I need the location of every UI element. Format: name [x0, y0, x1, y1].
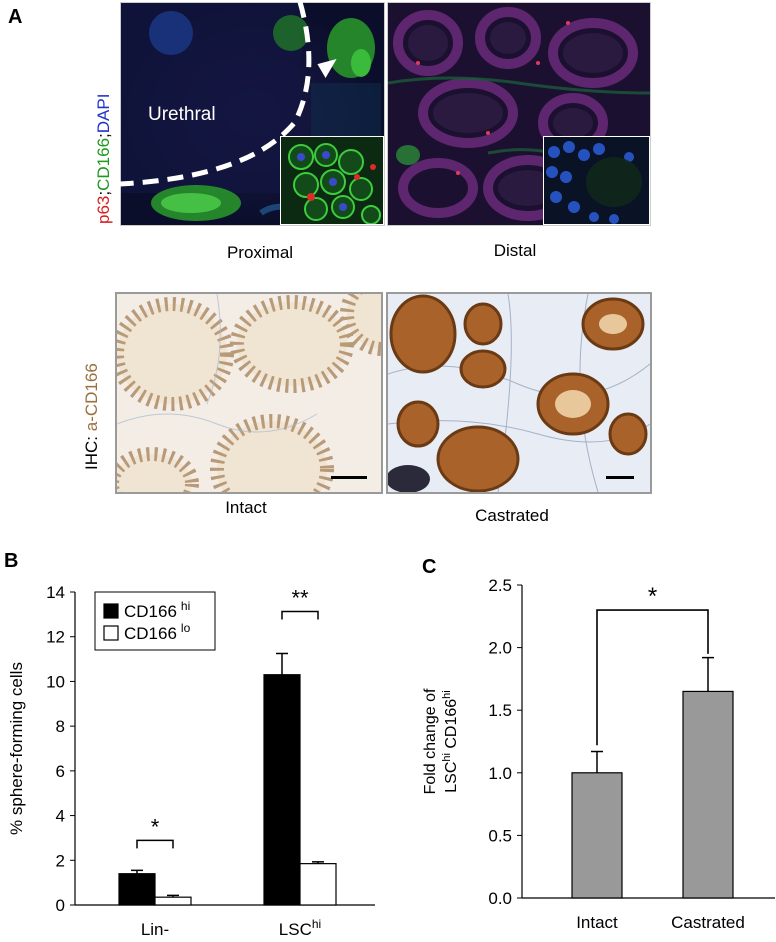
bar [154, 896, 192, 906]
legend-swatch [103, 603, 119, 619]
ihc-antibody: a-CD166 [82, 363, 101, 432]
p63-label: p63 [94, 195, 113, 224]
proximal-fluorescence-image [120, 2, 385, 226]
y-tick-label: 1.5 [488, 701, 512, 720]
bar [682, 690, 734, 899]
y-tick-label: 10 [46, 672, 65, 691]
cd166-label: CD166 [94, 137, 113, 191]
urethral-label: Urethral [148, 104, 216, 125]
label-separator: ; [94, 133, 113, 138]
significance-bracket [281, 610, 319, 620]
x-tick-label: Castrated [671, 913, 745, 932]
x-tick-label: LSChi [279, 917, 321, 939]
fluorescence-label: p63;CD166;DAPI [94, 94, 114, 224]
significance-bracket [596, 609, 709, 746]
y-tick-label: 6 [56, 762, 65, 781]
arrowhead-icon [317, 58, 337, 79]
intact-ihc-image [115, 292, 383, 494]
dapi-label: DAPI [94, 93, 113, 134]
label-separator: ; [94, 190, 113, 196]
ihc-prefix: IHC: [82, 431, 101, 470]
x-tick-label: Intact [576, 913, 618, 932]
panel-c-letter: C [422, 556, 437, 578]
y-tick-label: 2 [56, 851, 65, 870]
caption-intact: Intact [225, 498, 267, 517]
y-axis-label-line2: LSChi CD166hi [441, 690, 460, 793]
chart-c: 0.0 0.5 1.0 1.5 2.0 2.5 Fold change of LSChi CD… [422, 576, 775, 932]
y-tick-label: 0.5 [488, 826, 512, 845]
scale-bar [606, 476, 634, 479]
y-axis-label: % sphere-forming cells [7, 662, 26, 835]
panel-b-letter: B [4, 550, 19, 572]
significance-bracket [136, 839, 174, 849]
significance-marker: * [151, 814, 160, 839]
legend-label: CD166 hi [124, 599, 190, 621]
urethral-boundary-dashed-curve [120, 2, 337, 187]
significance-marker: ** [291, 585, 309, 610]
y-tick-label: 0 [56, 896, 65, 915]
chart-b: 0 2 4 6 8 10 12 14 % sphere-forming cells Lin- LSC… [7, 583, 375, 939]
ihc-label: IHC: a-CD166 [82, 363, 102, 470]
bar [571, 772, 623, 899]
panel-a-letter: A [8, 6, 23, 28]
bar [299, 863, 337, 906]
caption-proximal: Proximal [226, 243, 294, 262]
y-tick-label: 4 [56, 807, 65, 826]
y-axis-label-line1: Fold change of [422, 688, 439, 794]
scale-bar [331, 476, 367, 479]
proximal-inset-image [280, 136, 384, 225]
x-tick-label: Lin- [141, 920, 169, 939]
y-tick-label: 0.0 [488, 889, 512, 908]
caption-castrated: Castrated [475, 506, 549, 525]
distal-inset-image [543, 136, 650, 225]
legend-swatch [103, 625, 119, 641]
y-tick-label: 14 [46, 583, 65, 602]
significance-marker: * [648, 583, 657, 610]
legend-label: CD166 lo [124, 621, 191, 643]
bar [263, 674, 301, 906]
bar [118, 873, 156, 906]
caption-distal: Distal [493, 241, 537, 260]
y-tick-label: 1.0 [488, 764, 512, 783]
y-tick-label: 12 [46, 628, 65, 647]
y-tick-label: 8 [56, 717, 65, 736]
y-tick-label: 2.0 [488, 639, 512, 658]
castrated-ihc-image [386, 292, 652, 494]
y-tick-label: 2.5 [488, 576, 512, 595]
